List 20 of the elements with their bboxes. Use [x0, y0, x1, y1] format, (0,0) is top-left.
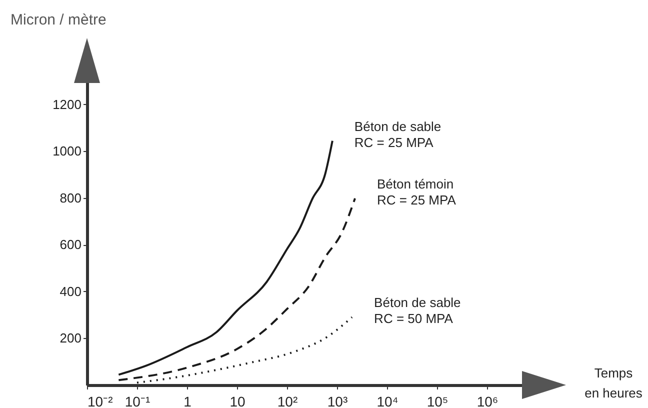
- x-axis-title: Temps en heures: [584, 366, 643, 400]
- x-tick-label: 10²: [277, 394, 298, 408]
- x-tick-label: 10: [230, 394, 246, 408]
- x-tick-label: 10⁴: [376, 394, 398, 408]
- x-tick-label: 10⁻¹: [124, 394, 150, 408]
- y-tick-label: 1200: [52, 96, 82, 112]
- y-tick-label: 800: [60, 190, 82, 206]
- x-tick-label: 10⁶: [476, 394, 498, 408]
- x-tick-label: 10³: [327, 394, 348, 408]
- y-axis-title: Micron / mètre: [10, 12, 106, 28]
- x-tick-label: 1: [184, 394, 192, 408]
- series-label: Béton de sable RC = 25 MPA: [354, 118, 442, 150]
- y-tick-label: 600: [60, 237, 82, 252]
- y-tick-label: 1000: [52, 144, 82, 159]
- series-label: Béton de sable RC = 50 MPA: [374, 295, 461, 326]
- y-tick-label: 400: [60, 284, 82, 299]
- x-tick-label: 10⁵: [426, 394, 448, 408]
- y-tick-label: 200: [60, 330, 82, 346]
- series-label: Béton témoin RC = 25 MPA: [376, 176, 456, 208]
- x-tick-label: 10⁻²: [88, 394, 114, 408]
